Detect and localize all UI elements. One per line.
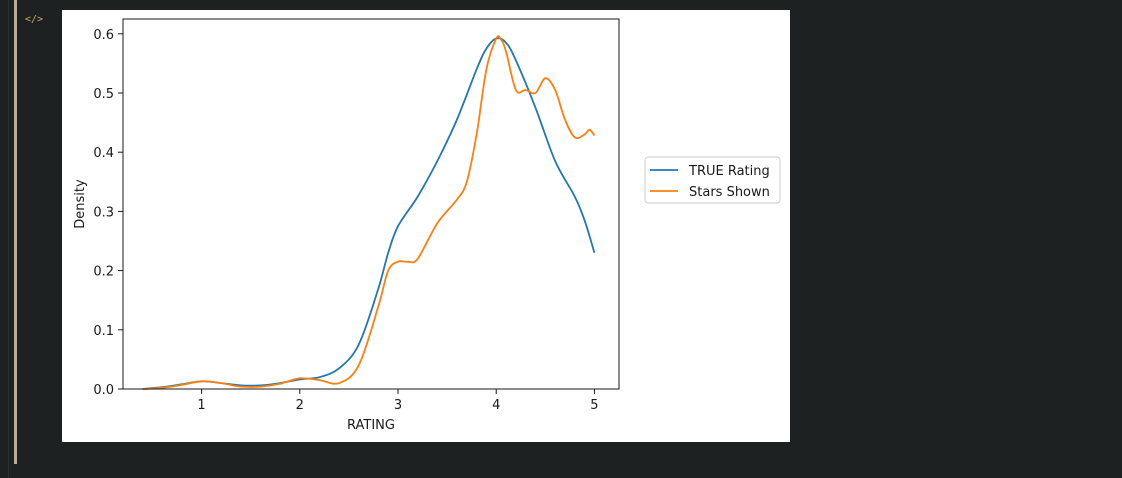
y-tick-label: 0.2 (93, 265, 114, 280)
y-axis-label: Density (73, 179, 88, 229)
plot-frame (122, 18, 620, 390)
gutter-divider (8, 0, 9, 478)
y-tick-label: 0.3 (93, 205, 114, 220)
series-line-stars-shown (142, 35, 596, 390)
chart-legend: TRUE Rating Stars Shown (644, 156, 781, 204)
y-tick-label: 0.6 (93, 28, 114, 43)
legend-label: TRUE Rating (688, 164, 770, 179)
x-axis-label: RATING (347, 418, 395, 433)
x-tick-label: 4 (492, 398, 500, 413)
y-tick-label: 0.1 (93, 324, 114, 339)
y-tick-label: 0.4 (93, 146, 114, 161)
x-tick-label: 2 (296, 398, 304, 413)
code-icon[interactable]: </> (25, 14, 44, 25)
cell-selection-bar (14, 0, 17, 464)
plot-area (122, 18, 620, 390)
x-tick-label: 5 (590, 398, 598, 413)
x-tick-label: 3 (394, 398, 402, 413)
x-tick-label: 1 (197, 398, 205, 413)
y-tick-label: 0.5 (93, 87, 114, 102)
legend-label: Stars Shown (689, 185, 770, 200)
x-axis: 1 2 3 4 5 (197, 389, 599, 413)
kde-chart: 1 2 3 4 5 0.0 0.1 0.2 0.3 0.4 0.5 0.6 RATING Densi… (73, 18, 781, 433)
y-tick-label: 0.0 (93, 383, 114, 398)
y-axis: 0.0 0.1 0.2 0.3 0.4 0.5 0.6 (93, 28, 123, 398)
chart-output-panel: 1 2 3 4 5 0.0 0.1 0.2 0.3 0.4 0.5 0.6 RATING Densi… (62, 10, 790, 442)
legend-box (644, 156, 781, 204)
